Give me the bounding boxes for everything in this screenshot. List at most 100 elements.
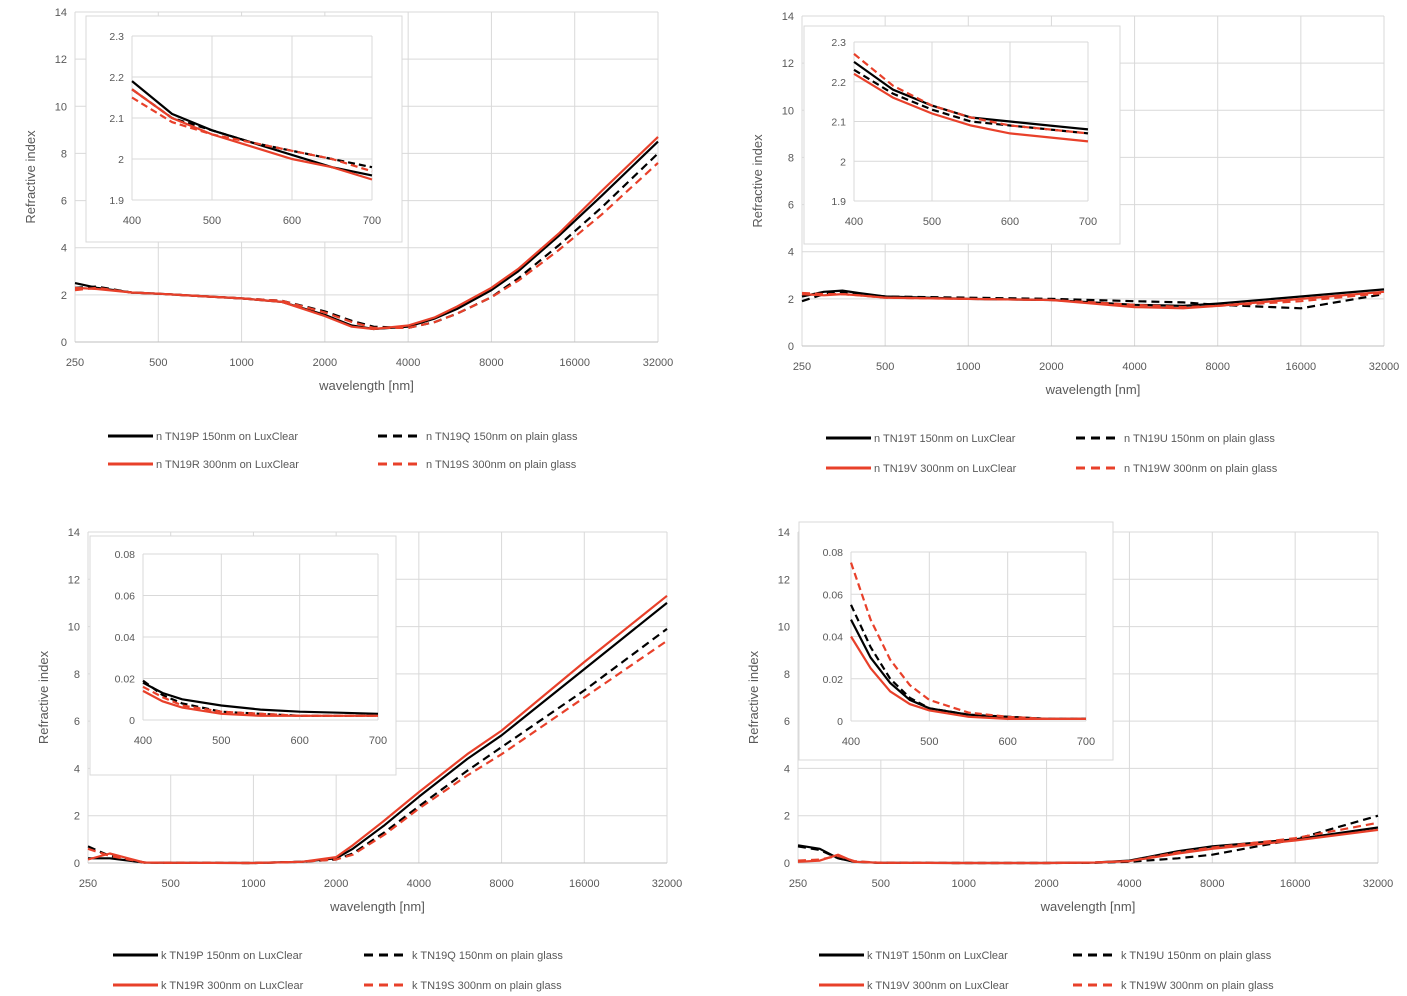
- legend-label-4: n TN19S 300nm on plain glass: [426, 459, 577, 471]
- y-tick-label: 14: [778, 527, 790, 539]
- inset-y-tick-label: 1.9: [831, 196, 846, 208]
- inset-x-tick-label: 400: [842, 736, 860, 748]
- y-tick-label: 4: [788, 247, 794, 259]
- y-tick-label: 2: [784, 811, 790, 823]
- x-tick-label: 250: [793, 361, 811, 373]
- inset-x-tick-label: 700: [369, 735, 387, 747]
- inset-y-tick-label: 0.08: [823, 547, 844, 559]
- y-tick-label: 0: [788, 341, 794, 353]
- inset-y-tick-label: 1.9: [109, 195, 124, 207]
- legend-label-1: k TN19T 150nm on LuxClear: [867, 950, 1008, 962]
- inset-x-tick-label: 600: [1001, 216, 1019, 228]
- x-tick-label: 500: [872, 878, 890, 890]
- inset-chart-frame: [803, 25, 1121, 245]
- inset-y-tick-label: 0.04: [115, 632, 136, 644]
- x-tick-label: 500: [876, 361, 894, 373]
- legend-label-3: k TN19V 300nm on LuxClear: [867, 980, 1009, 992]
- x-tick-label: 250: [789, 878, 807, 890]
- x-tick-label: 32000: [1369, 361, 1400, 373]
- x-tick-label: 32000: [652, 878, 683, 890]
- series-line-3: [797, 828, 1379, 865]
- legend-label-2: n TN19Q 150nm on plain glass: [426, 431, 578, 443]
- inset-series-line-3: [853, 72, 1089, 143]
- y-tick-label: 8: [61, 148, 67, 160]
- y-tick-label: 12: [778, 574, 790, 586]
- inset-y-tick-label: 2.2: [831, 77, 846, 89]
- x-tick-label: 1000: [241, 878, 265, 890]
- inset-x-tick-label: 400: [845, 216, 863, 228]
- inset-x-tick-label: 700: [1079, 216, 1097, 228]
- y-tick-label: 4: [61, 243, 67, 255]
- legend-label-1: n TN19P 150nm on LuxClear: [156, 431, 298, 443]
- y-tick-label: 2: [74, 811, 80, 823]
- x-tick-label: 16000: [559, 357, 590, 369]
- x-tick-label: 16000: [569, 878, 600, 890]
- inset-y-tick-label: 0.06: [115, 591, 136, 603]
- y-tick-label: 8: [784, 669, 790, 681]
- inset-x-tick-label: 500: [920, 736, 938, 748]
- y-tick-label: 2: [61, 290, 67, 302]
- series-line-2: [87, 628, 668, 865]
- x-tick-label: 1000: [956, 361, 980, 373]
- x-axis-title: wavelength [nm]: [318, 378, 414, 393]
- inset-series-line-4: [142, 685, 378, 717]
- x-tick-label: 500: [149, 357, 167, 369]
- x-axis-title: wavelength [nm]: [1040, 899, 1136, 914]
- x-tick-label: 2000: [1039, 361, 1063, 373]
- chart-panel-n-tn19t-w: 0 2 4 6 8 10 12 14 250 500 1000 2000 4000 8000 16000 32…: [706, 0, 1406, 486]
- x-tick-label: 8000: [1205, 361, 1229, 373]
- inset-x-tick-label: 500: [203, 215, 221, 227]
- inset-series-line-4: [849, 562, 1086, 720]
- inset-y-tick-label: 0: [129, 715, 135, 727]
- inset-x-tick-label: 600: [998, 736, 1016, 748]
- inset-y-tick-label: 2: [840, 156, 846, 168]
- inset-series-line-2: [853, 68, 1089, 135]
- y-axis-title: Refractive index: [23, 130, 38, 224]
- inset-x-tick-label: 400: [123, 215, 141, 227]
- chart-panel-k-tn19t-w: 0 2 4 6 8 10 12 14 250 500 1000 2000 4000 8000 16000 32…: [706, 512, 1406, 996]
- legend-label-4: n TN19W 300nm on plain glass: [1124, 463, 1278, 475]
- x-tick-label: 500: [162, 878, 180, 890]
- y-axis-title: Refractive index: [750, 134, 765, 228]
- y-tick-label: 12: [782, 58, 794, 70]
- inset-y-tick-label: 0: [837, 716, 843, 728]
- series-line-1: [797, 826, 1379, 865]
- y-tick-label: 12: [55, 54, 67, 66]
- legend-label-4: k TN19S 300nm on plain glass: [412, 980, 562, 992]
- y-tick-label: 10: [782, 105, 794, 117]
- y-tick-label: 14: [782, 11, 794, 23]
- legend-label-2: n TN19U 150nm on plain glass: [1124, 433, 1275, 445]
- x-tick-label: 8000: [1200, 878, 1224, 890]
- y-tick-label: 2: [788, 294, 794, 306]
- inset-y-tick-label: 2.3: [831, 37, 846, 49]
- inset-y-tick-label: 0.06: [823, 589, 844, 601]
- y-tick-label: 8: [788, 152, 794, 164]
- inset-series-line-2: [850, 604, 1086, 720]
- legend-label-2: k TN19Q 150nm on plain glass: [412, 950, 563, 962]
- series-line-4: [797, 821, 1379, 865]
- x-tick-label: 4000: [396, 357, 420, 369]
- inset-chart-frame: [89, 535, 397, 776]
- inset-x-tick-label: 600: [283, 215, 301, 227]
- legend-label-3: k TN19R 300nm on LuxClear: [161, 980, 304, 992]
- y-axis-title: Refractive index: [36, 650, 51, 744]
- x-tick-label: 4000: [1117, 878, 1141, 890]
- inset-y-tick-label: 0.04: [823, 632, 844, 644]
- inset-chart-frame: [798, 521, 1114, 761]
- inset-y-tick-label: 2.1: [831, 117, 846, 129]
- x-tick-label: 8000: [489, 878, 513, 890]
- inset-y-tick-label: 0.02: [823, 674, 844, 686]
- chart-panel-n-tn19p-s: 0 2 4 6 8 10 12 14 250 500 1000 2000 4000 8000 16000 32…: [0, 0, 700, 480]
- series-line-4: [801, 291, 1385, 309]
- inset-y-tick-label: 0.08: [115, 549, 136, 561]
- x-tick-label: 16000: [1286, 361, 1317, 373]
- inset-y-tick-label: 2.3: [109, 31, 124, 43]
- y-tick-label: 12: [68, 574, 80, 586]
- x-tick-label: 4000: [407, 878, 431, 890]
- inset-x-tick-label: 700: [1077, 736, 1095, 748]
- y-tick-label: 6: [784, 716, 790, 728]
